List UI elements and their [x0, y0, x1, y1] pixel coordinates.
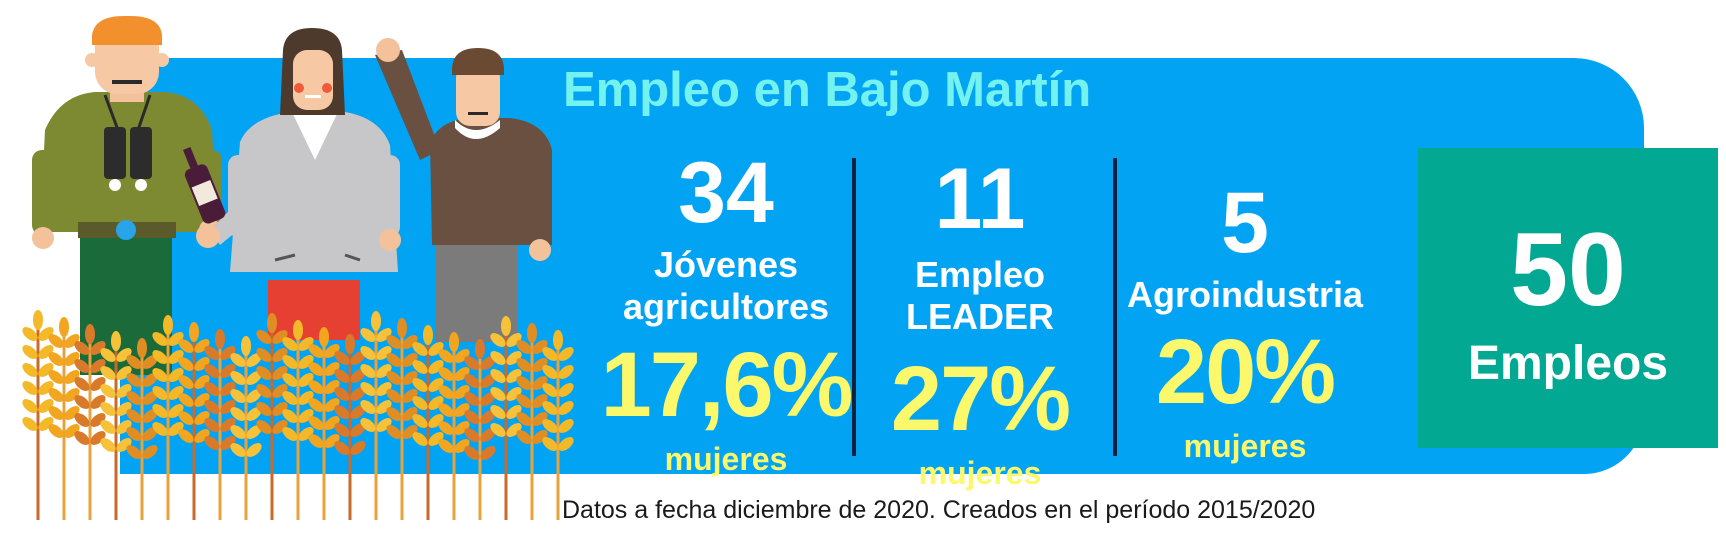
- stat-percent-label: mujeres: [664, 440, 788, 477]
- wheat-field-icon: [22, 310, 574, 520]
- divider: [1113, 158, 1117, 456]
- stat-number: 5: [1221, 175, 1269, 271]
- stat-number: 34: [678, 145, 774, 241]
- stat-number: 11: [934, 151, 1026, 247]
- total-label: Empleos: [1467, 337, 1669, 390]
- stat-label: Agroindustria: [1120, 274, 1370, 316]
- stat-percent-label: mujeres: [918, 454, 1042, 491]
- stat-empleo-leader: 11 Empleo LEADER 27% mujeres: [870, 156, 1090, 489]
- footnote: Datos a fecha diciembre de 2020. Creados…: [562, 496, 1316, 524]
- infographic-title: Empleo en Bajo Martín: [563, 63, 1092, 117]
- stat-label: Jóvenes agricultores: [596, 244, 856, 329]
- stat-label-line: Agroindustria: [1126, 274, 1363, 315]
- stat-label-line: Empleo: [914, 254, 1046, 295]
- total-number: 50: [1510, 212, 1626, 328]
- farmer-with-binoculars-icon: [32, 15, 222, 375]
- stat-label: Empleo LEADER: [870, 254, 1090, 339]
- stat-label-line: Jóvenes: [653, 244, 799, 285]
- man-waving-icon: [375, 38, 552, 342]
- divider: [852, 158, 856, 456]
- stat-label-line: agricultores: [622, 286, 830, 328]
- total-employment-box: 50 Empleos: [1418, 148, 1718, 448]
- stat-jovenes-agricultores: 34 Jóvenes agricultores 17,6% mujeres: [596, 150, 856, 475]
- stat-percent: 17,6%: [600, 333, 854, 436]
- stat-label-line: LEADER: [905, 296, 1054, 338]
- woman-with-wine-bottle-icon: [183, 28, 401, 340]
- illustration: [22, 15, 574, 520]
- stat-percent-label: mujeres: [1183, 428, 1307, 465]
- stat-percent: 27%: [890, 347, 1071, 450]
- stat-percent: 20%: [1155, 321, 1336, 424]
- stat-agroindustria: 5 Agroindustria 20% mujeres: [1120, 180, 1370, 462]
